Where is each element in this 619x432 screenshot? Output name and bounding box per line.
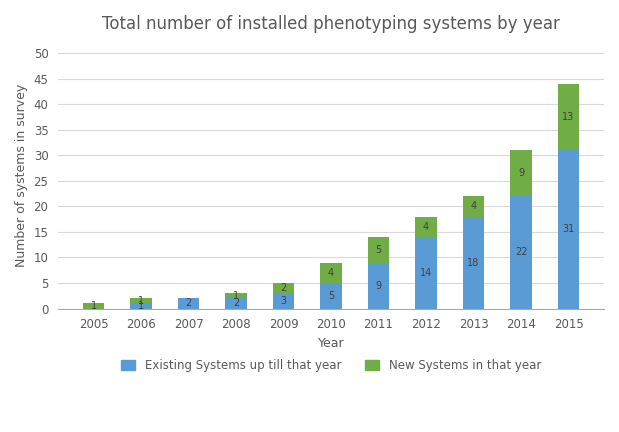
Bar — [273, 283, 294, 293]
Y-axis label: Number of systems in survey: Number of systems in survey — [15, 84, 28, 267]
Bar — [131, 303, 152, 308]
Text: 9: 9 — [376, 280, 382, 291]
Bar — [415, 216, 437, 237]
Text: 2: 2 — [186, 299, 192, 308]
Text: 4: 4 — [423, 222, 429, 232]
Text: 3: 3 — [280, 296, 287, 306]
Text: 5: 5 — [328, 291, 334, 301]
Bar — [321, 283, 342, 308]
Bar — [273, 293, 294, 308]
Text: 4: 4 — [470, 201, 477, 211]
Text: 5: 5 — [376, 245, 382, 255]
Bar — [463, 196, 484, 216]
Legend: Existing Systems up till that year, New Systems in that year: Existing Systems up till that year, New … — [116, 354, 546, 377]
Text: 31: 31 — [563, 224, 574, 234]
Text: 2: 2 — [280, 283, 287, 293]
Bar — [178, 299, 199, 308]
Text: 1: 1 — [233, 291, 239, 301]
Bar — [558, 84, 579, 150]
Text: 14: 14 — [420, 268, 432, 278]
Text: 22: 22 — [515, 248, 527, 257]
Bar — [225, 293, 247, 299]
Bar — [510, 196, 532, 308]
Text: 1: 1 — [90, 301, 97, 311]
Text: 1: 1 — [138, 301, 144, 311]
Text: 18: 18 — [467, 257, 480, 267]
Text: 2: 2 — [233, 299, 239, 308]
Bar — [321, 263, 342, 283]
Bar — [368, 263, 389, 308]
Title: Total number of installed phenotyping systems by year: Total number of installed phenotyping sy… — [102, 15, 560, 33]
Bar — [463, 216, 484, 308]
Text: 4: 4 — [328, 268, 334, 278]
Bar — [225, 299, 247, 308]
Bar — [558, 150, 579, 308]
Text: 9: 9 — [518, 168, 524, 178]
Bar — [83, 303, 105, 308]
Text: 1: 1 — [138, 296, 144, 306]
Bar — [368, 237, 389, 263]
X-axis label: Year: Year — [318, 337, 344, 350]
Bar — [131, 299, 152, 303]
Bar — [510, 150, 532, 196]
Bar — [415, 237, 437, 308]
Text: 13: 13 — [563, 112, 574, 122]
